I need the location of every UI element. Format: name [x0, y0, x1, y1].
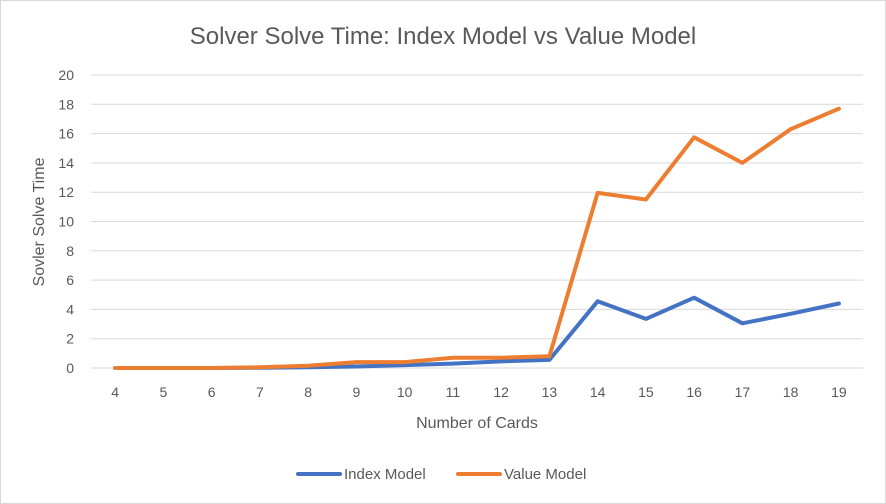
- y-tick-label: 2: [66, 331, 74, 347]
- legend-item: Value Model: [456, 466, 586, 483]
- x-tick-label: 9: [352, 384, 360, 400]
- x-axis-title: Number of Cards: [416, 415, 538, 432]
- x-tick-label: 10: [397, 384, 413, 400]
- x-tick-label: 18: [783, 384, 799, 400]
- x-tick-label: 15: [638, 384, 654, 400]
- y-tick-label: 20: [58, 67, 74, 83]
- y-tick-label: 18: [58, 96, 74, 112]
- y-tick-label: 10: [58, 214, 74, 230]
- x-tick-label: 17: [735, 384, 751, 400]
- y-tick-label: 4: [66, 301, 74, 317]
- legend-item: Index Model: [296, 466, 426, 483]
- x-tick-label: 6: [208, 384, 216, 400]
- series-lines: [113, 106, 841, 370]
- y-tick-label: 14: [58, 155, 74, 171]
- x-tick-label: 7: [256, 384, 264, 400]
- y-tick-label: 12: [58, 184, 74, 200]
- series-line-value-model: [113, 106, 841, 370]
- y-tick-label: 16: [58, 126, 74, 142]
- y-tick-label: 6: [66, 272, 74, 288]
- x-tick-label: 14: [590, 384, 606, 400]
- x-tick-label: 12: [493, 384, 509, 400]
- x-tick-label: 16: [686, 384, 702, 400]
- x-tick-label: 8: [304, 384, 312, 400]
- x-tick-label: 19: [831, 384, 847, 400]
- x-tick-label: 5: [159, 384, 167, 400]
- y-tick-label: 8: [66, 243, 74, 259]
- y-axis-title: Sovler Solve Time: [31, 157, 48, 286]
- x-tick-label: 13: [542, 384, 558, 400]
- y-axis-ticks: 0 2 4 6 8 10 12 14 16 18 20: [58, 67, 74, 376]
- legend-label: Value Model: [504, 466, 586, 483]
- x-tick-label: 4: [111, 384, 119, 400]
- x-axis-ticks: 4 5 6 7 8 9 10 11 12 13 14 15 16 17 18 19: [111, 384, 847, 400]
- legend: Index Model Value Model: [296, 466, 586, 483]
- y-tick-label: 0: [66, 360, 74, 376]
- legend-label: Index Model: [344, 466, 426, 483]
- x-tick-label: 11: [446, 384, 461, 400]
- chart-title: Solver Solve Time: Index Model vs Value …: [190, 23, 696, 50]
